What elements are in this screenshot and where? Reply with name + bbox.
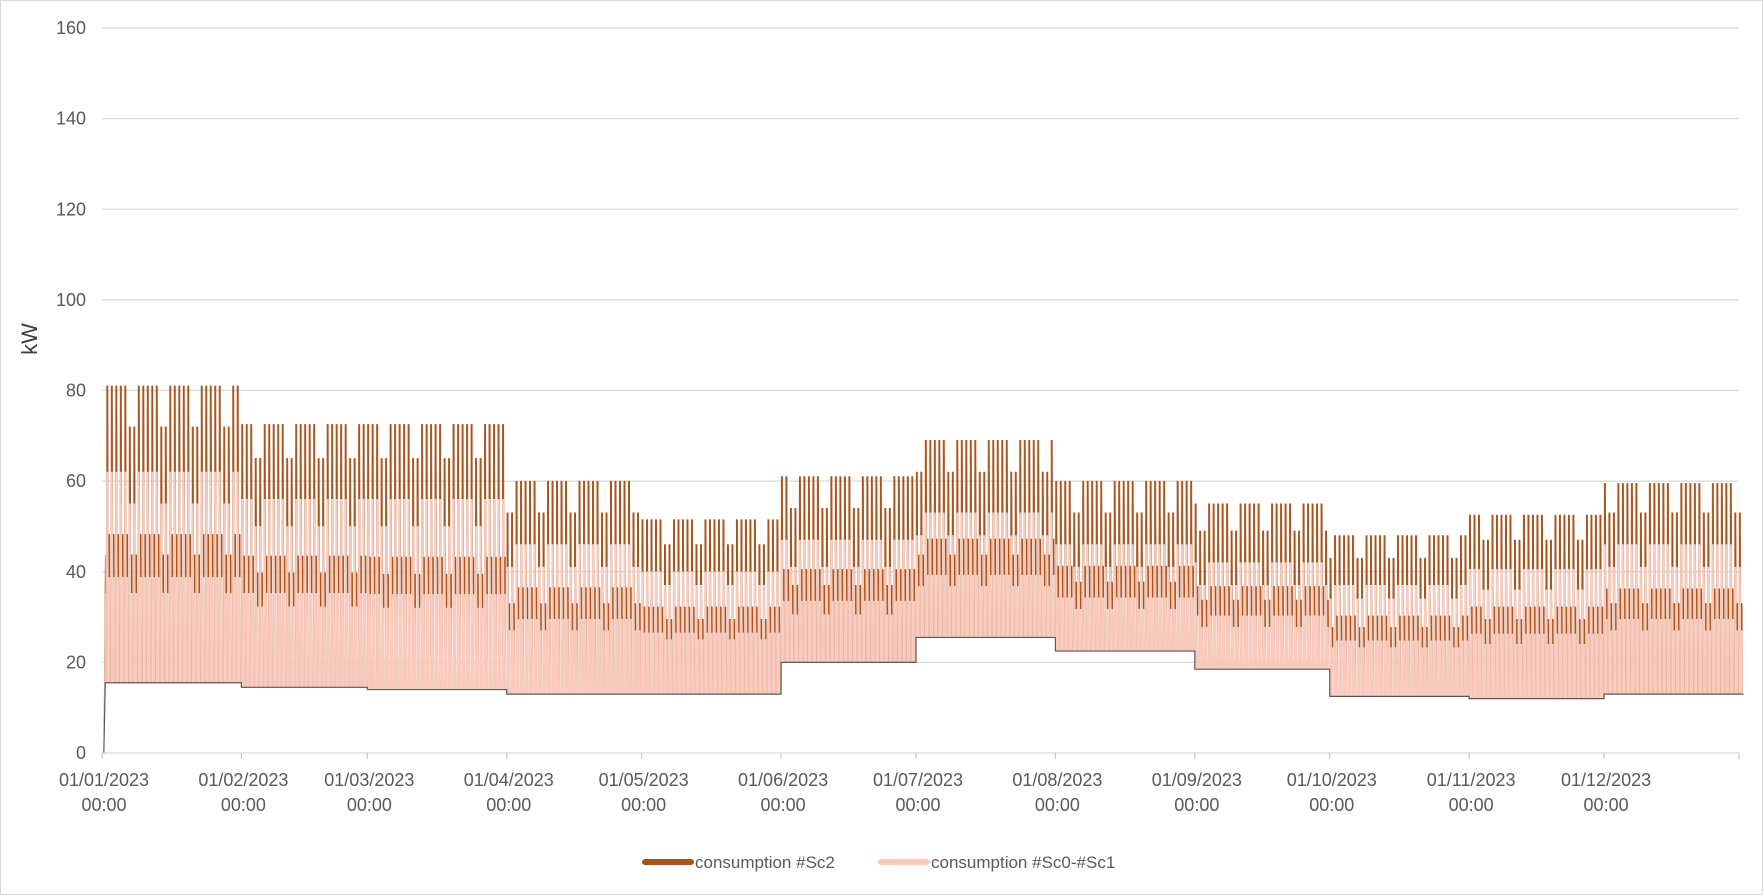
legend: consumption #Sc2 consumption #Sc0-#Sc1 (642, 853, 1115, 872)
y-tick-labels: 0 20 40 60 80 100 120 140 160 (56, 18, 86, 763)
y-tick-label: 0 (76, 743, 86, 763)
x-tick-label-date: 01/04/2023 (464, 770, 554, 790)
y-tick-label: 80 (66, 381, 86, 401)
y-axis-title: kW (17, 323, 42, 355)
x-tick-label-date: 01/11/2023 (1427, 770, 1516, 790)
x-tick-label-time: 00:00 (347, 795, 392, 815)
legend-label: consumption #Sc2 (695, 853, 835, 872)
series-area-sc0-sc1 (102, 471, 1744, 754)
x-tick-label-time: 00:00 (1449, 795, 1494, 815)
x-tick-label-date: 01/05/2023 (599, 770, 689, 790)
y-tick-label: 40 (66, 562, 86, 582)
x-tick-label-time: 00:00 (895, 795, 940, 815)
series-layer (102, 385, 1744, 754)
x-tick-label-date: 01/06/2023 (738, 770, 828, 790)
axes (101, 752, 1740, 759)
series-baseline-line (102, 636, 1744, 754)
x-tick-label-date: 01/10/2023 (1287, 770, 1377, 790)
x-tick-label-time: 00:00 (81, 795, 126, 815)
x-tick-label-date: 01/02/2023 (198, 770, 288, 790)
y-tick-label: 160 (56, 18, 86, 38)
legend-item-sc2: consumption #Sc2 (642, 853, 835, 872)
x-tick-label-time: 00:00 (1174, 795, 1219, 815)
legend-label: consumption #Sc0-#Sc1 (931, 853, 1115, 872)
x-tick-label-time: 00:00 (761, 795, 806, 815)
x-tick-label-time: 00:00 (1035, 795, 1080, 815)
y-tick-label: 60 (66, 471, 86, 491)
x-tick-label-date: 01/07/2023 (873, 770, 963, 790)
y-tick-label: 120 (56, 199, 86, 219)
y-tick-label: 100 (56, 290, 86, 310)
x-tick-label-time: 00:00 (486, 795, 531, 815)
legend-item-sc0-sc1: consumption #Sc0-#Sc1 (878, 853, 1115, 872)
x-tick-label-time: 00:00 (1584, 795, 1629, 815)
y-tick-label: 20 (66, 652, 86, 672)
x-tick-label-date: 01/03/2023 (324, 770, 414, 790)
x-tick-label-time: 00:00 (1309, 795, 1354, 815)
x-tick-labels: 01/01/2023 00:00 01/02/2023 00:00 01/03/2023… (59, 770, 1651, 815)
x-tick-label-date: 01/12/2023 (1561, 770, 1651, 790)
x-tick-label-date: 01/01/2023 (59, 770, 149, 790)
x-tick-label-date: 01/08/2023 (1012, 770, 1102, 790)
y-tick-label: 140 (56, 109, 86, 129)
x-tick-label-time: 00:00 (621, 795, 666, 815)
x-tick-label-time: 00:00 (221, 795, 266, 815)
x-tick-label-date: 01/09/2023 (1152, 770, 1242, 790)
